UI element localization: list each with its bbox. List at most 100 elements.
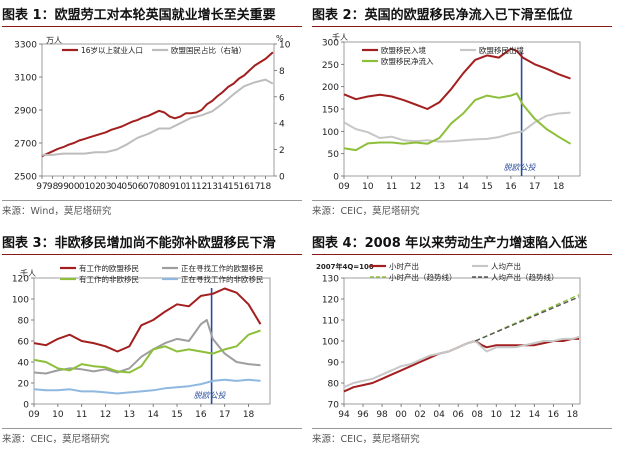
- x-tick-label: 12: [510, 410, 521, 420]
- chart-source: 来源：Wind，莫尼塔研究: [2, 200, 302, 219]
- y-tick-label: 2900: [14, 107, 37, 117]
- x-tick-label: 96: [357, 410, 369, 420]
- y-tick-label: 150: [322, 106, 339, 116]
- chart-source: 来源：CEIC，莫尼塔研究: [312, 200, 612, 219]
- series-line-1: [33, 319, 261, 375]
- brexit-vote-label: 脱欧公投: [504, 163, 537, 172]
- x-tick-label: 16: [195, 410, 207, 420]
- x-tick-label: 09: [28, 410, 40, 420]
- y-tick-label: 0: [23, 401, 29, 411]
- y2-tick-label: 6: [279, 93, 285, 103]
- x-tick-label: 11: [386, 182, 397, 192]
- y2-tick-label: 10: [279, 41, 291, 51]
- x-tick-label: 18: [260, 182, 272, 192]
- y-tick-label: 80: [328, 380, 340, 390]
- x-tick-label: 94: [338, 410, 350, 420]
- series-line-3: [33, 378, 261, 395]
- series-line-0: [41, 51, 274, 158]
- y-tick-label: 250: [322, 61, 339, 71]
- chart-productivity: 70 80 90 100 110 120 130 2007年4Q=100 94 96 98 00 02 0…: [316, 261, 581, 420]
- x-tick-label: 18: [243, 410, 255, 420]
- legend-label-2: 欧盟移民净流入: [381, 56, 434, 66]
- chart-source: 来源：CEIC，莫尼塔研究: [2, 428, 302, 447]
- y-tick-label: 0: [333, 173, 339, 183]
- legend-label-1: 欧盟移民出境: [479, 45, 524, 55]
- x-tick-label: 12: [196, 182, 207, 192]
- chart-panel-non-eu-migration: 图表 3：非欧移民增加尚不能弥补欧盟移民下滑 0 20 40 60 80 100 120 千人…: [2, 228, 302, 447]
- series-line-1: [42, 78, 274, 156]
- x-tick-label: 15: [481, 182, 492, 192]
- legend-label-0: 小时产出: [389, 261, 419, 271]
- chart-title: 图表 1：欧盟劳工对本轮英国就业增长至关重要: [2, 4, 302, 27]
- x-tick-label: 16: [548, 410, 560, 420]
- x-tick-label: 08: [153, 182, 165, 192]
- y-tick-label: 70: [328, 401, 340, 411]
- y-tick-label: 2700: [14, 140, 37, 150]
- y2-tick-label: 4: [279, 120, 285, 130]
- y-unit: 千人: [332, 32, 348, 42]
- chart-title: 图表 2：英国的欧盟移民净流入已下滑至低位: [312, 4, 612, 27]
- plot-frame: [33, 277, 271, 405]
- y-tick-label: 50: [328, 150, 340, 160]
- y-tick-label: 100: [322, 128, 339, 138]
- y-tick-label: 120: [12, 275, 29, 285]
- chart-panel-eu-migration: 图表 2：英国的欧盟移民净流入已下滑至低位 0 50 100 150 200 250 300…: [312, 0, 612, 219]
- series-line-2: [343, 92, 572, 152]
- legend-label-0: 16岁以上就业人口: [81, 45, 143, 55]
- legend-label-1: 欧盟国民占比（右轴）: [171, 45, 246, 55]
- y-tick-label: 300: [322, 39, 339, 49]
- x-tick-label: 13: [434, 182, 445, 192]
- x-tick-label: 17: [529, 182, 540, 192]
- y-tick-label: 120: [322, 296, 339, 306]
- legend-label-2: 小时产出（趋势线）: [389, 272, 457, 282]
- series-line-2: [33, 329, 261, 374]
- x-tick-label: 08: [471, 410, 483, 420]
- x-tick-label: 00: [395, 410, 407, 420]
- x-tick-label: 11: [185, 182, 196, 192]
- x-tick-label: 13: [207, 182, 218, 192]
- legend-label-0: 欧盟移民入境: [381, 45, 426, 55]
- series-line-3: [475, 296, 580, 342]
- y-tick-label: 110: [322, 317, 339, 327]
- x-tick-label: 09: [164, 182, 176, 192]
- x-tick-label: 18: [567, 410, 579, 420]
- y-tick-label: 20: [18, 380, 30, 390]
- y-tick-label: 100: [12, 296, 29, 306]
- x-tick-label: 06: [452, 410, 464, 420]
- y2-tick-label: 0: [279, 173, 285, 183]
- y-tick-label: 3300: [14, 41, 37, 51]
- y-unit: 万人: [46, 36, 62, 45]
- y-tick-label: 90: [328, 359, 340, 369]
- x-tick-label: 02: [414, 410, 425, 420]
- x-tick-label: 13: [124, 410, 135, 420]
- y-tick-label: 3100: [14, 74, 37, 84]
- x-tick-label: 14: [217, 182, 229, 192]
- brexit-vote-label: 脱欧公投: [194, 391, 227, 400]
- y-tick-label: 100: [322, 338, 339, 348]
- legend-label-2: 有工作的非欧移民: [79, 274, 139, 284]
- chart-source: 来源：CEIC，莫尼塔研究: [312, 428, 612, 447]
- x-tick-label: 10: [491, 410, 503, 420]
- x-tick-label: 14: [529, 410, 541, 420]
- y-tick-label: 200: [322, 83, 339, 93]
- y-tick-label: 130: [322, 275, 339, 285]
- x-tick-label: 06: [132, 182, 144, 192]
- y-tick-label: 80: [18, 317, 30, 327]
- x-tick-label: 15: [171, 410, 182, 420]
- legend-label-1: 人均产出: [491, 261, 521, 271]
- x-tick-label: 01: [79, 182, 90, 192]
- x-tick-label: 00: [68, 182, 80, 192]
- legend-label-0: 有工作的欧盟移民: [79, 263, 139, 273]
- x-tick-label: 02: [89, 182, 100, 192]
- x-tick-label: 17: [219, 410, 230, 420]
- x-tick-label: 16: [505, 182, 517, 192]
- x-tick-label: 11: [76, 410, 87, 420]
- x-tick-label: 10: [362, 182, 374, 192]
- x-tick-label: 04: [111, 182, 123, 192]
- legend-label-1: 正在寻找工作的欧盟移民: [181, 263, 264, 273]
- y-tick-label: 2500: [14, 173, 37, 183]
- series-line-1: [343, 335, 580, 389]
- y2-tick-label: 2: [279, 146, 285, 156]
- y-tick-label: 40: [18, 359, 30, 369]
